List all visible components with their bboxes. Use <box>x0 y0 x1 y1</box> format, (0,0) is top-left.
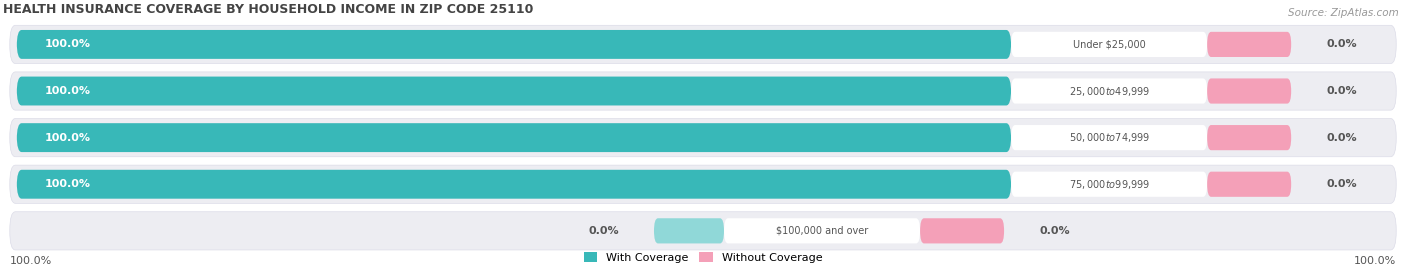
FancyBboxPatch shape <box>17 170 1011 199</box>
FancyBboxPatch shape <box>920 218 1004 243</box>
FancyBboxPatch shape <box>1011 79 1208 104</box>
FancyBboxPatch shape <box>1208 32 1291 57</box>
Text: 100.0%: 100.0% <box>45 40 91 49</box>
FancyBboxPatch shape <box>10 165 1396 203</box>
Text: 0.0%: 0.0% <box>1326 86 1357 96</box>
Text: 100.0%: 100.0% <box>45 133 91 143</box>
FancyBboxPatch shape <box>17 77 1011 105</box>
Text: 0.0%: 0.0% <box>588 226 619 236</box>
Text: 100.0%: 100.0% <box>10 256 52 267</box>
Text: 100.0%: 100.0% <box>45 179 91 189</box>
FancyBboxPatch shape <box>1208 79 1291 104</box>
Text: $100,000 and over: $100,000 and over <box>776 226 868 236</box>
Text: 100.0%: 100.0% <box>1354 256 1396 267</box>
Text: Source: ZipAtlas.com: Source: ZipAtlas.com <box>1288 8 1399 18</box>
Text: 0.0%: 0.0% <box>1326 179 1357 189</box>
FancyBboxPatch shape <box>1011 172 1208 197</box>
Legend: With Coverage, Without Coverage: With Coverage, Without Coverage <box>579 248 827 267</box>
FancyBboxPatch shape <box>1011 32 1208 57</box>
Text: $50,000 to $74,999: $50,000 to $74,999 <box>1069 131 1150 144</box>
FancyBboxPatch shape <box>10 119 1396 157</box>
FancyBboxPatch shape <box>17 30 1011 59</box>
FancyBboxPatch shape <box>17 123 1011 152</box>
FancyBboxPatch shape <box>10 212 1396 250</box>
Text: 100.0%: 100.0% <box>45 86 91 96</box>
FancyBboxPatch shape <box>10 72 1396 110</box>
FancyBboxPatch shape <box>1208 172 1291 197</box>
FancyBboxPatch shape <box>10 25 1396 63</box>
FancyBboxPatch shape <box>1208 125 1291 150</box>
Text: 0.0%: 0.0% <box>1039 226 1070 236</box>
Text: HEALTH INSURANCE COVERAGE BY HOUSEHOLD INCOME IN ZIP CODE 25110: HEALTH INSURANCE COVERAGE BY HOUSEHOLD I… <box>3 3 533 16</box>
Text: 0.0%: 0.0% <box>1326 133 1357 143</box>
FancyBboxPatch shape <box>724 218 920 243</box>
Text: $75,000 to $99,999: $75,000 to $99,999 <box>1069 178 1150 191</box>
Text: 0.0%: 0.0% <box>1326 40 1357 49</box>
FancyBboxPatch shape <box>1011 125 1208 150</box>
FancyBboxPatch shape <box>654 218 724 243</box>
Text: $25,000 to $49,999: $25,000 to $49,999 <box>1069 84 1150 98</box>
Text: Under $25,000: Under $25,000 <box>1073 40 1146 49</box>
